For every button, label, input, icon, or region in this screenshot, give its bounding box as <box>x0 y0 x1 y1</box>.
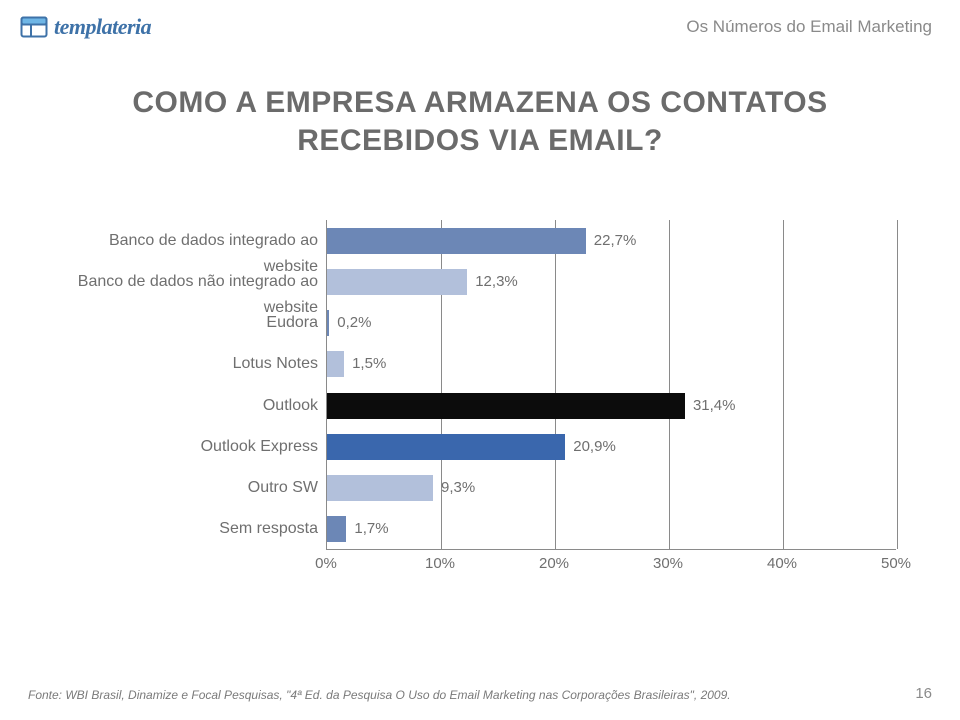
x-tick-label: 0% <box>315 555 337 572</box>
page-title: COMO A EMPRESA ARMAZENA OS CONTATOS RECE… <box>0 84 960 159</box>
chart: Banco de dados integrado ao website22,7%… <box>64 220 896 590</box>
bar-value: 22,7% <box>594 228 637 254</box>
bar-value: 12,3% <box>475 269 518 295</box>
title-line-1: COMO A EMPRESA ARMAZENA OS CONTATOS <box>0 84 960 122</box>
bar-row: Banco de dados não integrado ao website1… <box>64 269 896 295</box>
bar-value: 20,9% <box>573 434 616 460</box>
bar-label: Outro SW <box>58 475 318 501</box>
logo-icon <box>20 16 48 38</box>
bar-row: Lotus Notes1,5% <box>64 351 896 377</box>
bar-row: Eudora0,2% <box>64 310 896 336</box>
page-number: 16 <box>915 685 932 702</box>
x-tick-label: 20% <box>539 555 569 572</box>
bar-row: Outro SW9,3% <box>64 475 896 501</box>
header: templateria Os Números do Email Marketin… <box>0 0 960 48</box>
bar-label: Eudora <box>58 310 318 336</box>
title-line-2: RECEBIDOS VIA EMAIL? <box>0 122 960 160</box>
bar <box>327 310 329 336</box>
logo-text: templateria <box>54 14 151 40</box>
bar <box>327 351 344 377</box>
bar <box>327 228 586 254</box>
bar <box>327 393 685 419</box>
bar <box>327 434 565 460</box>
bar-value: 1,7% <box>354 516 388 542</box>
bar <box>327 475 433 501</box>
bar-value: 9,3% <box>441 475 475 501</box>
source-citation: Fonte: WBI Brasil, Dinamize e Focal Pesq… <box>28 688 731 702</box>
bar <box>327 516 346 542</box>
x-axis: 0%10%20%30%40%50% <box>326 555 896 575</box>
gridline <box>897 220 898 549</box>
x-tick-label: 10% <box>425 555 455 572</box>
bar-value: 0,2% <box>337 310 371 336</box>
bar-row: Sem resposta1,7% <box>64 516 896 542</box>
header-subtitle: Os Números do Email Marketing <box>686 17 932 37</box>
bar <box>327 269 467 295</box>
bar-value: 31,4% <box>693 393 736 419</box>
footer: Fonte: WBI Brasil, Dinamize e Focal Pesq… <box>28 685 932 702</box>
bar-label: Outlook <box>58 393 318 419</box>
bar-label: Lotus Notes <box>58 351 318 377</box>
x-tick-label: 50% <box>881 555 911 572</box>
bar-row: Outlook Express20,9% <box>64 434 896 460</box>
bar-label: Sem resposta <box>58 516 318 542</box>
x-tick-label: 40% <box>767 555 797 572</box>
x-tick-label: 30% <box>653 555 683 572</box>
logo: templateria <box>20 14 151 40</box>
bar-value: 1,5% <box>352 351 386 377</box>
bar-row: Outlook31,4% <box>64 393 896 419</box>
bar-label: Outlook Express <box>58 434 318 460</box>
bar-row: Banco de dados integrado ao website22,7% <box>64 228 896 254</box>
